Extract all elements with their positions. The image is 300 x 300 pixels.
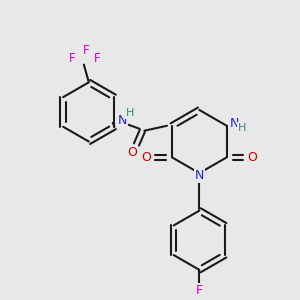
Text: N: N xyxy=(118,114,127,127)
Text: O: O xyxy=(248,151,257,164)
Text: N: N xyxy=(230,117,239,130)
Text: F: F xyxy=(94,52,101,65)
Text: N: N xyxy=(195,169,204,182)
Text: H: H xyxy=(126,108,135,118)
Text: F: F xyxy=(82,44,89,57)
Text: O: O xyxy=(128,146,137,159)
Text: H: H xyxy=(238,123,247,133)
Text: F: F xyxy=(69,52,75,65)
Text: F: F xyxy=(196,284,203,297)
Text: O: O xyxy=(141,151,151,164)
